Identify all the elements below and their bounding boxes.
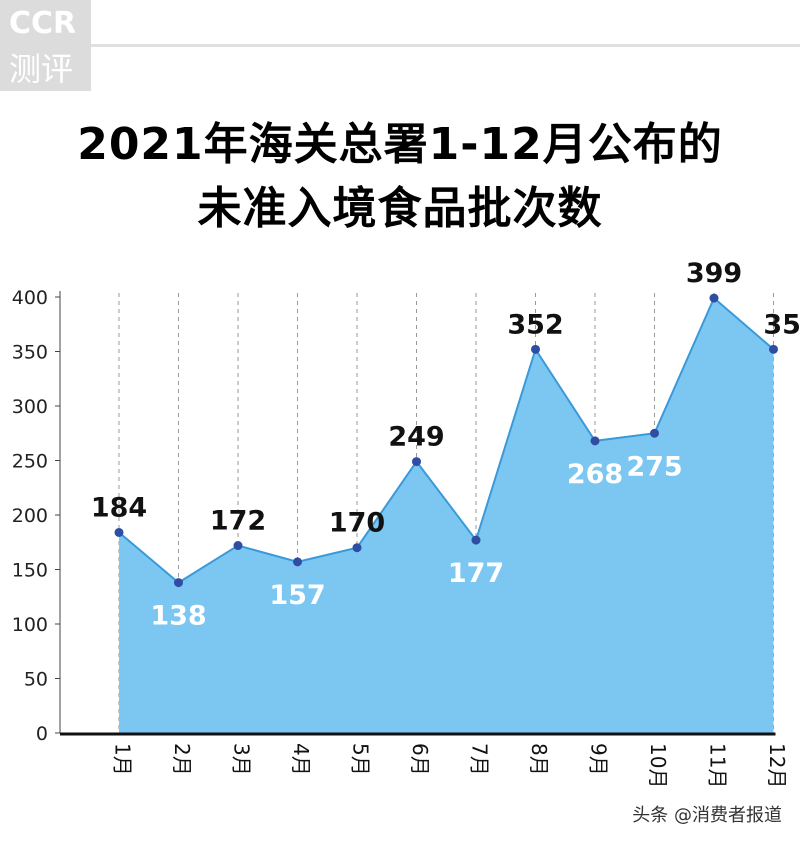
y-tick-label: 300: [12, 396, 48, 418]
data-label: 352: [763, 309, 800, 340]
y-tick-label: 50: [24, 669, 48, 691]
x-tick-label: 11月: [706, 743, 730, 788]
area-fill: [119, 298, 774, 733]
logo-text-ccr: CCR: [9, 6, 77, 41]
data-label: 172: [210, 506, 266, 537]
data-point: [590, 436, 600, 446]
x-tick-label: 9月: [587, 743, 611, 776]
y-tick-label: 400: [12, 287, 48, 309]
chart-title-line-2: 未准入境食品批次数: [197, 183, 603, 234]
data-point: [769, 344, 778, 354]
y-tick-label: 200: [12, 505, 48, 527]
data-point: [114, 527, 124, 537]
x-tick-label: 2月: [170, 743, 194, 776]
data-point: [650, 428, 659, 438]
x-tick-label: 1月: [111, 743, 135, 776]
data-label: 275: [626, 451, 682, 482]
data-point: [412, 457, 421, 467]
header-divider: [91, 44, 800, 47]
data-label: 352: [507, 309, 563, 340]
data-point: [293, 557, 302, 567]
x-tick-label: 5月: [349, 743, 373, 776]
series-line: [118, 296, 775, 584]
ccr-logo: CCR 测评: [0, 0, 91, 91]
x-tick-label: 8月: [527, 743, 551, 776]
data-point: [531, 344, 540, 354]
x-tick-label: 6月: [408, 743, 432, 776]
logo-text-review: 测评: [9, 50, 74, 88]
y-tick-label: 150: [12, 560, 48, 582]
x-tick-label: 4月: [289, 743, 313, 776]
x-tick-label: 3月: [230, 743, 254, 776]
data-label: 184: [91, 492, 147, 523]
data-label: 138: [150, 601, 206, 632]
x-tick-label: 10月: [646, 743, 670, 788]
data-label: 399: [686, 258, 742, 289]
data-point: [471, 535, 481, 545]
data-point: [233, 541, 243, 551]
data-label: 157: [269, 580, 325, 611]
data-label: 249: [388, 422, 444, 453]
y-tick-label: 0: [36, 723, 48, 745]
source-credit: 头条 @消费者报道: [632, 805, 782, 826]
y-tick-label: 250: [12, 451, 48, 473]
chart-title-line-1: 2021年海关总署1-12月公布的: [77, 119, 723, 170]
data-label: 170: [329, 508, 385, 539]
data-point: [174, 578, 183, 588]
x-tick-label: 12月: [765, 743, 789, 788]
y-tick-label: 350: [12, 342, 48, 364]
data-label: 177: [448, 558, 504, 589]
y-tick-label: 100: [12, 614, 48, 636]
data-point: [709, 293, 719, 303]
x-tick-label: 7月: [468, 743, 492, 776]
data-label: 268: [567, 459, 623, 490]
data-point: [352, 543, 362, 553]
